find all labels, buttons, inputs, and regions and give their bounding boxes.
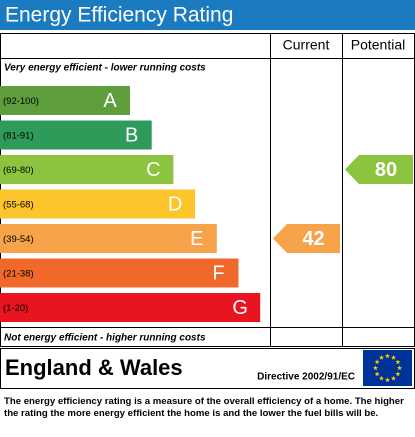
star: [385, 377, 390, 383]
band-letter: D: [168, 193, 182, 215]
band-bar: [0, 86, 130, 115]
title: Energy Efficiency Rating: [5, 4, 233, 27]
band-letter: E: [190, 228, 203, 250]
band-letter: A: [103, 90, 117, 112]
column-header: Potential: [351, 37, 405, 53]
star: [374, 371, 380, 377]
rating-value: 80: [375, 159, 397, 181]
band-bar: [0, 189, 196, 219]
band-bar: [0, 293, 261, 322]
top-note: Very energy efficient - lower running co…: [4, 63, 206, 74]
rating-arrow: [345, 155, 413, 184]
band-range: (1-20): [3, 303, 28, 314]
band-range: (81-91): [3, 131, 34, 142]
star: [379, 355, 384, 360]
band-bar: [0, 258, 239, 288]
rating-value: 42: [302, 228, 324, 250]
directive: Directive 2002/91/EC: [257, 372, 355, 383]
star: [395, 359, 401, 365]
bottom-note: Not energy efficient - higher running co…: [4, 333, 206, 344]
star: [385, 353, 390, 359]
band-range: (21-38): [3, 269, 34, 280]
star: [379, 375, 384, 381]
star: [397, 365, 402, 371]
rating-arrow: [273, 224, 340, 253]
band-range: (92-100): [3, 96, 39, 107]
band-bar: [0, 155, 174, 184]
column-header: Current: [283, 37, 330, 53]
footer-text: The energy efficiency rating is a measur…: [4, 396, 404, 419]
title-bar: [0, 0, 415, 30]
region: England & Wales: [5, 355, 183, 380]
band-letter: F: [212, 262, 224, 284]
star: [395, 371, 401, 377]
star: [374, 359, 380, 365]
band-range: (69-80): [3, 165, 34, 176]
star: [391, 355, 396, 360]
epc-chart: Energy Efficiency Rating Current Potenti…: [0, 0, 415, 389]
band-letter: G: [232, 297, 248, 319]
star: [391, 375, 396, 381]
band-letter: C: [146, 159, 160, 181]
band-bar: [0, 224, 217, 253]
eu-flag: [363, 350, 412, 386]
star: [373, 365, 378, 371]
band-range: (39-54): [3, 234, 34, 245]
band-bar: [0, 120, 152, 150]
band-letter: B: [125, 124, 138, 146]
band-range: (55-68): [3, 200, 34, 211]
